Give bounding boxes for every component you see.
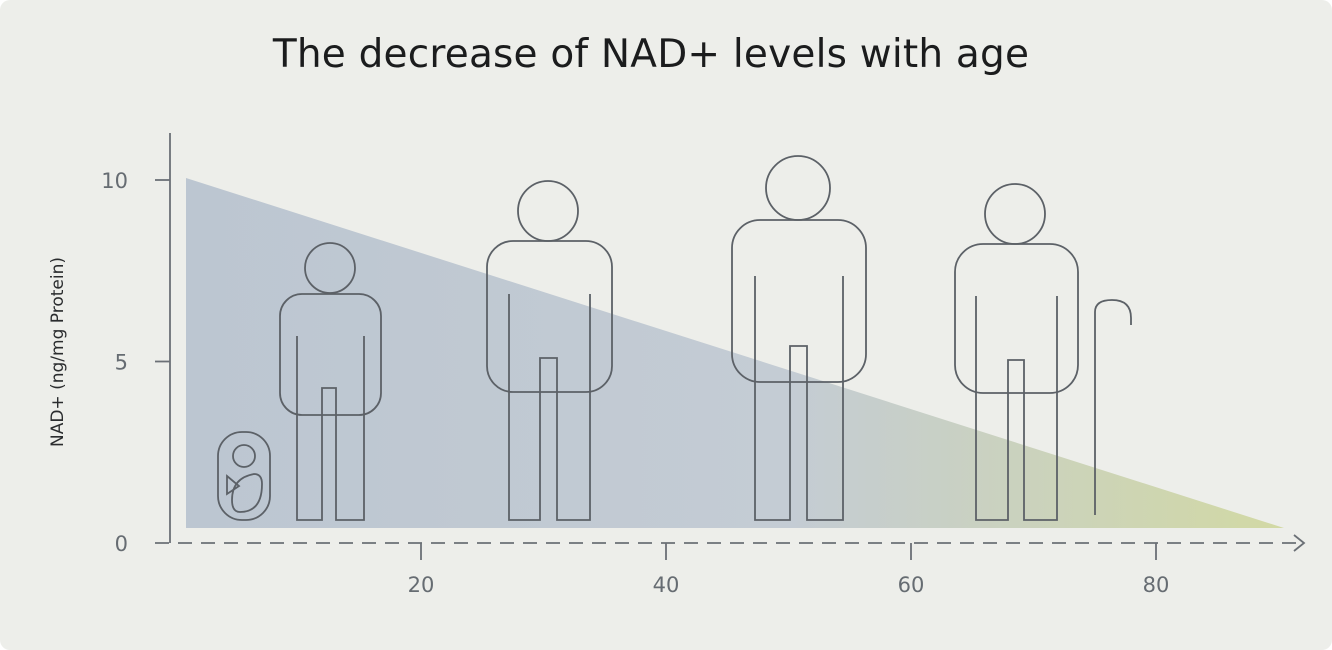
chart-title: The decrease of NAD+ levels with age (272, 32, 1030, 77)
child-figure-icon (279, 242, 382, 521)
y-ticks: 0 5 10 (101, 169, 170, 556)
y-axis-label: NAD+ (ng/mg Protein) (48, 257, 68, 447)
x-ticks: 20 40 60 80 (408, 543, 1170, 597)
y-tick-label: 10 (101, 169, 128, 193)
nad-level-area (186, 178, 1284, 528)
x-axis-arrow (1293, 534, 1306, 552)
young-adult-figure-icon (486, 180, 613, 521)
y-tick-label: 5 (115, 351, 128, 375)
x-tick-label: 20 (408, 573, 435, 597)
cane-icon (1094, 299, 1132, 515)
y-tick-label: 0 (115, 532, 128, 556)
adult-figure-icon (731, 155, 867, 521)
x-tick-label: 60 (898, 573, 925, 597)
x-tick-label: 40 (653, 573, 680, 597)
elderly-figure-icon (954, 183, 1079, 521)
x-tick-label: 80 (1143, 573, 1170, 597)
baby-icon (217, 431, 271, 521)
